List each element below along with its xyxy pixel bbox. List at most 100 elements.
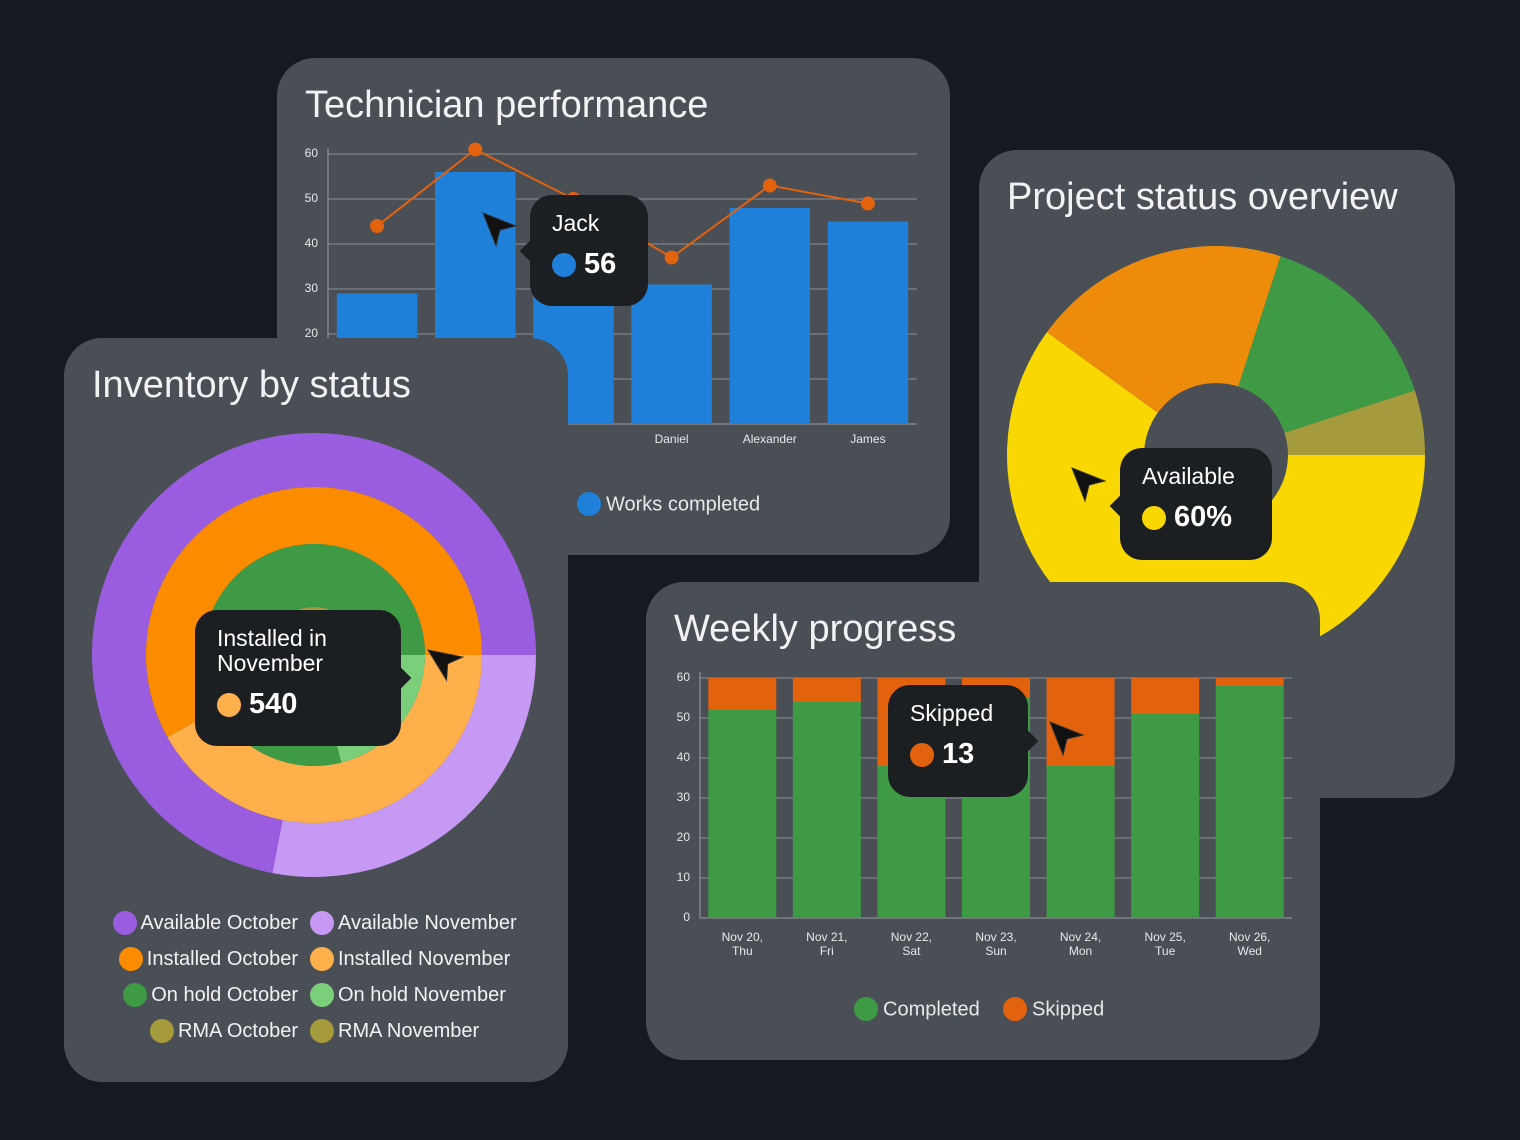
tooltip-title: Jack (552, 210, 600, 236)
legend-marker (310, 911, 334, 935)
y-tick-label: 60 (677, 670, 691, 684)
tooltip-row: 60% (1142, 501, 1250, 534)
legend-label: On hold November (338, 983, 506, 1006)
x-tick-label: Nov 26, Wed (1229, 930, 1271, 958)
tooltip-row: 13 (910, 738, 1006, 771)
legend-label: RMA October (177, 1019, 298, 1042)
line-point (762, 178, 777, 193)
line-point (860, 196, 875, 211)
bar-segment (1215, 678, 1284, 686)
tooltip-title: Available (1142, 463, 1235, 489)
tooltip-title: Installed in November (217, 625, 327, 676)
ring-segment (146, 487, 482, 738)
y-tick-label: 60 (305, 146, 319, 160)
x-tick-label: Nov 20, Thu (721, 930, 763, 958)
x-tick-label: Nov 24, Mon (1059, 930, 1102, 958)
bar-segment (1131, 678, 1200, 714)
y-tick-label: 40 (677, 750, 691, 764)
legend-marker (1003, 997, 1027, 1021)
bar-segment (792, 678, 861, 702)
y-tick-label: 10 (677, 870, 691, 884)
line-point (370, 219, 385, 233)
y-tick-label: 30 (677, 790, 691, 804)
y-tick-label: 20 (305, 326, 319, 340)
tooltip-dot (1142, 505, 1166, 530)
legend-label: Completed (883, 998, 980, 1020)
tooltip-row: 56 (552, 248, 626, 281)
tooltip-dot (552, 252, 576, 277)
bar-segment (1046, 678, 1115, 766)
x-tick-label: Daniel (655, 432, 689, 446)
tooltip: Skipped 13 (888, 685, 1028, 797)
x-tick-label: Nov 21, Fri (806, 930, 848, 958)
legend-item: Available October (112, 910, 299, 936)
chart-title: Technician performance (305, 84, 709, 126)
x-tick-label: Alexander (743, 432, 797, 446)
legend-label: Works completed (606, 493, 760, 515)
ring-segment (272, 655, 536, 877)
tooltip-title: Skipped (910, 700, 994, 726)
tooltip: Installed in November 540 (195, 610, 401, 746)
legend-item: Available November (310, 910, 568, 936)
legend-label: Installed November (338, 947, 511, 970)
y-tick-label: 20 (677, 830, 691, 844)
legend-label: Skipped (1032, 998, 1104, 1020)
legend-marker (310, 1019, 334, 1043)
tooltip: Jack 56 (530, 195, 648, 306)
bar-segment (1046, 766, 1115, 918)
card-weekly: 0 10 20 30 40 50 60 Completed Skipped Weekly pro… (646, 582, 1320, 1060)
legend-label: Available October (140, 911, 299, 934)
legend-marker (577, 492, 601, 516)
tooltip-value: 60% (1174, 501, 1233, 533)
card-project: Project status overview Available 60% (979, 150, 1455, 798)
chart-title: Inventory by status (92, 364, 411, 406)
legend-marker (310, 983, 334, 1007)
legend-item: Installed November (310, 946, 568, 972)
y-tick-label: 50 (677, 710, 691, 724)
tooltip-value: 56 (584, 248, 617, 280)
card-inventory: Inventory by status Available October Ava… (64, 338, 568, 1082)
bar-segment (708, 678, 777, 710)
chart-title: Weekly progress (674, 608, 957, 650)
line-point (664, 250, 679, 265)
legend-item: On hold November (310, 982, 568, 1008)
bar-segment (708, 710, 777, 918)
legend-marker (149, 1019, 174, 1043)
y-tick-label: 30 (305, 281, 319, 295)
ring-segment (167, 655, 482, 823)
legend-item: RMA October (149, 1018, 298, 1044)
legend-marker (112, 911, 137, 935)
tooltip-dot (217, 692, 241, 717)
x-tick-label: Nov 23, Sun (975, 930, 1017, 958)
tooltip-value: 13 (942, 738, 975, 770)
legend: Available October Available November Insta… (64, 910, 568, 1044)
x-tick-label: Nov 25, Tue (1144, 930, 1186, 958)
bar (729, 208, 810, 424)
bar-segment (1131, 714, 1200, 918)
tooltip: Available 60% (1120, 448, 1272, 560)
legend-label: On hold October (151, 983, 298, 1006)
legend-marker (123, 983, 148, 1007)
legend-marker (118, 947, 143, 971)
legend-label: Available November (338, 911, 517, 934)
bar-segment (1215, 686, 1284, 918)
legend-item: Installed October (118, 946, 298, 972)
legend-label: Installed October (146, 947, 298, 970)
chart-title: Project status overview (1007, 176, 1398, 218)
x-tick-label: Nov 22, Sat (890, 930, 933, 958)
legend-item: On hold October (123, 982, 298, 1008)
legend-label: RMA November (338, 1019, 480, 1042)
y-tick-label: 40 (305, 236, 319, 250)
tooltip-dot (910, 742, 934, 767)
legend-marker (854, 997, 878, 1021)
tooltip-row: 540 (217, 688, 379, 721)
y-tick-label: 0 (683, 910, 690, 924)
legend-marker (310, 947, 334, 971)
x-tick-label: James (850, 432, 885, 446)
legend-item: RMA November (310, 1018, 568, 1044)
bar (631, 284, 712, 424)
bar-segment (792, 702, 861, 918)
line-point (468, 142, 483, 157)
tooltip-value: 540 (249, 688, 298, 720)
